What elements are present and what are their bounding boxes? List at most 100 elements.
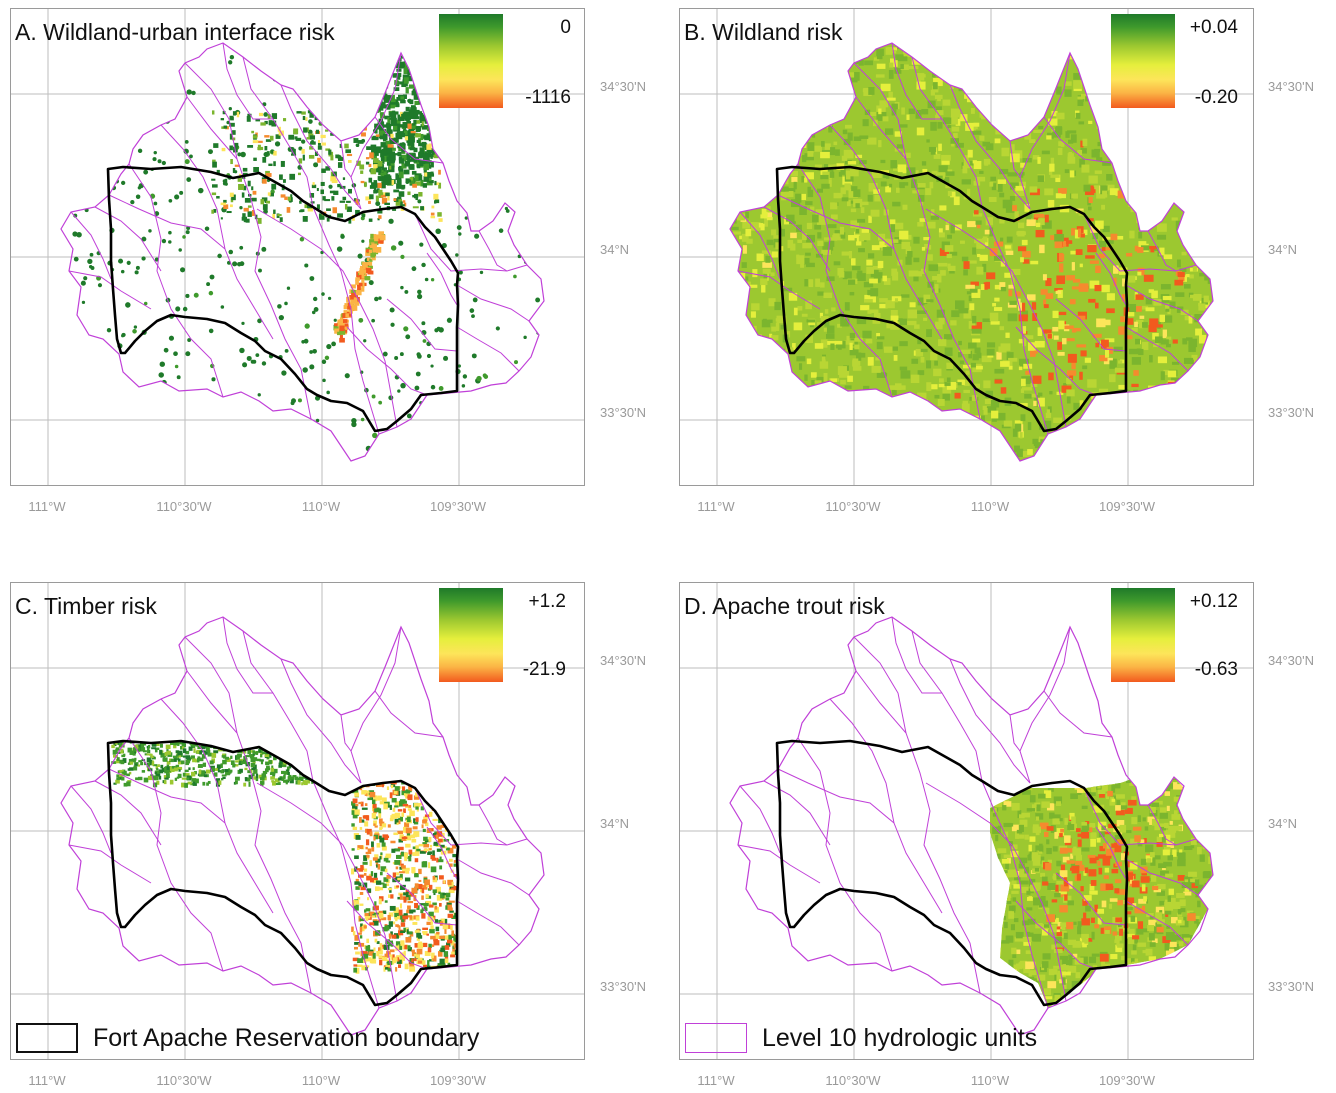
raster-cell [961, 68, 969, 77]
raster-cell [379, 234, 386, 241]
raster-cell [930, 406, 936, 415]
raster-cell [858, 160, 867, 165]
raster-cell [1184, 284, 1191, 289]
raster-point [357, 253, 363, 259]
raster-cell [192, 781, 197, 786]
raster-cell [1094, 284, 1104, 292]
raster-cell [1219, 455, 1226, 461]
raster-cell [351, 868, 355, 875]
raster-cell [378, 919, 381, 923]
raster-cell [372, 135, 379, 140]
raster-cell [351, 790, 357, 794]
raster-cell [1204, 50, 1211, 59]
raster-cell [834, 105, 845, 113]
raster-point [471, 353, 477, 359]
raster-cell [763, 72, 769, 79]
raster-cell [449, 826, 454, 831]
raster-cell [403, 77, 409, 84]
raster-cell [403, 67, 409, 74]
colorbar-max-label: +0.04 [1189, 17, 1238, 38]
raster-cell [353, 967, 358, 973]
raster-cell [428, 114, 433, 120]
raster-cell [737, 150, 746, 160]
raster-cell [177, 750, 183, 756]
raster-cell [329, 758, 332, 763]
raster-cell [346, 153, 353, 157]
raster-cell [759, 180, 764, 188]
raster-cell [382, 179, 390, 186]
hydrologic-unit-boundary [855, 96, 981, 420]
raster-cell [977, 75, 987, 84]
raster-cell [374, 938, 378, 943]
raster-cell [337, 766, 343, 772]
raster-cell [1148, 325, 1157, 333]
raster-cell [209, 760, 214, 765]
raster-cell [763, 273, 768, 281]
raster-cell [115, 759, 120, 764]
raster-cell [457, 812, 458, 815]
raster-cell [835, 108, 842, 115]
raster-cell [849, 46, 858, 56]
raster-cell [392, 73, 398, 78]
raster-cell [1105, 90, 1110, 100]
raster-cell [987, 56, 993, 62]
raster-cell [1056, 275, 1066, 284]
raster-cell [381, 823, 387, 828]
raster-cell [1054, 234, 1064, 242]
raster-cell [1026, 219, 1036, 227]
raster-cell [316, 768, 320, 774]
raster-cell [416, 139, 421, 143]
raster-cell [908, 108, 915, 115]
raster-cell [738, 455, 747, 460]
raster-cell [804, 172, 814, 180]
raster-point [133, 397, 140, 404]
raster-cell [355, 967, 360, 974]
raster-cell [958, 340, 962, 346]
hydrologic-unit-boundary [981, 206, 1049, 435]
raster-cell [446, 902, 452, 906]
raster-point [237, 152, 242, 157]
raster-cell [1171, 377, 1180, 385]
raster-cell [934, 284, 939, 293]
raster-cell [1156, 234, 1167, 240]
raster-cell [368, 249, 372, 255]
raster-cell [1175, 384, 1180, 392]
raster-cell [761, 468, 765, 473]
raster-cell [750, 96, 761, 106]
raster-cell [1065, 240, 1073, 244]
raster-cell [854, 344, 860, 350]
raster-point [153, 150, 157, 155]
raster-cell [785, 157, 795, 165]
raster-cell [1154, 442, 1164, 447]
raster-cell [243, 207, 249, 212]
raster-point [64, 377, 70, 383]
raster-cell [432, 795, 438, 799]
raster-cell [1185, 274, 1190, 278]
raster-cell [815, 118, 821, 124]
raster-cell [1079, 400, 1084, 408]
raster-point [157, 159, 162, 164]
raster-cell [760, 278, 768, 286]
raster-cell [1104, 411, 1108, 418]
raster-cell [933, 77, 943, 87]
raster-cell [803, 441, 814, 450]
raster-cell [1043, 420, 1052, 429]
raster-cell [926, 299, 934, 303]
raster-cell [771, 251, 778, 258]
raster-cell [759, 152, 769, 157]
raster-cell [1097, 141, 1103, 147]
raster-point [135, 265, 140, 270]
raster-cell [230, 760, 235, 766]
raster-cell [923, 294, 931, 303]
raster-cell [361, 965, 368, 971]
raster-cell [1158, 446, 1162, 454]
raster-cell [875, 74, 885, 78]
raster-cell [1048, 169, 1053, 175]
raster-cell [381, 181, 386, 189]
raster-cell [319, 215, 325, 220]
raster-cell [806, 358, 812, 365]
raster-cell [1163, 369, 1168, 376]
raster-cell [845, 403, 855, 413]
raster-cell [191, 771, 196, 777]
raster-point [301, 139, 306, 144]
